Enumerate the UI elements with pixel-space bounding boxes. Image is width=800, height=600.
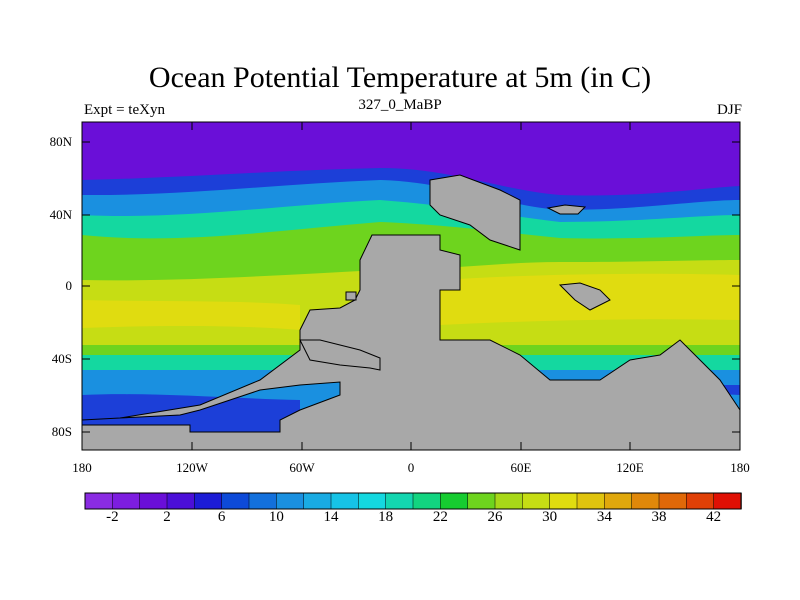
colorbar-swatch — [303, 492, 332, 510]
colorbar-swatch — [112, 492, 141, 510]
colorbar-swatch — [549, 492, 578, 510]
colorbar-swatch — [194, 492, 223, 510]
colorbar-swatch — [139, 492, 168, 510]
colorbar-label: 42 — [706, 509, 722, 525]
lat-tick-label: 40N — [49, 207, 72, 222]
colorbar-swatch — [276, 492, 305, 510]
lon-tick-label: 180 — [72, 460, 92, 475]
land-mass — [345, 291, 357, 301]
colorbar-swatch — [713, 492, 742, 510]
colorbar-swatch — [248, 492, 278, 510]
colorbar-swatch — [84, 492, 114, 510]
lat-tick-label: 40S — [51, 351, 72, 366]
colorbar-swatch — [166, 492, 196, 510]
lat-tick-label: 0 — [65, 278, 73, 293]
colorbar-label: 18 — [378, 509, 394, 525]
colorbar-swatch — [494, 492, 524, 510]
colorbar-swatch — [604, 492, 633, 510]
land-mass — [546, 204, 587, 215]
colorbar-swatch — [330, 492, 360, 510]
lon-tick-label: 0 — [407, 460, 415, 475]
lat-tick-label: 80S — [51, 424, 72, 439]
lat-tick-label: 80N — [49, 134, 72, 149]
colorbar-label: 26 — [487, 509, 503, 525]
colorbar-swatch — [440, 492, 469, 510]
lon-tick-label: 60W — [289, 460, 315, 475]
colorbar-swatch — [658, 492, 688, 510]
colorbar-swatch — [221, 492, 250, 510]
temperature-field — [82, 122, 740, 450]
colorbar-swatch — [631, 492, 660, 510]
colorbar-label: 14 — [323, 509, 339, 525]
temperature-band — [82, 300, 300, 330]
axis-ticks — [81, 122, 741, 450]
colorbar-frame — [84, 492, 742, 510]
colorbar-label: 2 — [163, 509, 171, 525]
land-mass — [429, 174, 521, 251]
time-label: 327_0_MaBP — [358, 97, 442, 113]
colorbar-swatch — [522, 492, 551, 510]
colorbar-swatch — [467, 492, 496, 510]
land-mass — [299, 339, 381, 371]
land-mass — [82, 234, 740, 450]
land-mass — [558, 282, 611, 311]
colorbar-swatch — [385, 492, 414, 510]
colorbar-label: 38 — [651, 509, 667, 525]
season-label: DJF — [716, 102, 742, 118]
lon-tick-label: 120W — [176, 460, 208, 475]
colorbar-swatch — [576, 492, 606, 510]
map-title: Ocean Potential Temperature at 5m (in C) — [148, 61, 652, 94]
colorbar — [84, 492, 742, 510]
colorbar-label: 30 — [542, 509, 558, 525]
colorbar-label: 22 — [432, 509, 448, 525]
colorbar-swatch — [358, 492, 387, 510]
colorbar-label: 6 — [217, 509, 226, 525]
colorbar-label: 34 — [596, 509, 612, 525]
colorbar-label: -2 — [106, 509, 119, 525]
lon-tick-label: 180 — [730, 460, 750, 475]
colorbar-label: 10 — [268, 509, 284, 525]
colorbar-swatch — [686, 492, 715, 510]
lon-tick-label: 60E — [510, 460, 532, 475]
experiment-label: Expt = teXyn — [84, 102, 165, 118]
colorbar-swatch — [412, 492, 442, 510]
lon-tick-label: 120E — [616, 460, 644, 475]
